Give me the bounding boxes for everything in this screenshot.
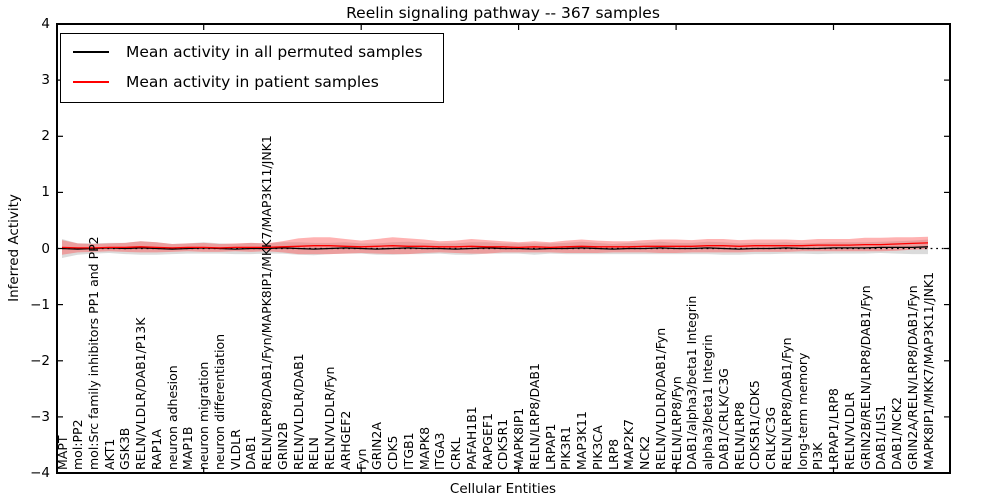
black-line-swatch-icon <box>73 51 109 53</box>
legend-label-permuted: Mean activity in all permuted samples <box>126 43 423 61</box>
x-tick-label: MAPT <box>54 435 70 470</box>
x-tick-label: CRKL <box>448 437 464 470</box>
x-tick-label: PIK3R1 <box>558 425 574 470</box>
x-tick-label: GRIN2B/RELN/LRP8/DAB1/Fyn <box>857 285 873 470</box>
x-tick-label: GRIN2B <box>274 422 290 470</box>
x-tick-label: RELN/LRP8/DAB1 <box>526 363 542 470</box>
y-tick-label: 2 <box>41 128 50 145</box>
x-tick-label: RELN/VLDLR/DAB1/P13K <box>133 317 149 470</box>
y-tick-label: −3 <box>30 408 50 425</box>
x-tick-label: alpha3/beta1 Integrin <box>700 334 716 470</box>
y-tick-label: 4 <box>41 16 50 32</box>
x-tick-label: DAB1/alpha3/beta1 Integrin <box>684 295 700 470</box>
red-line-swatch-icon <box>73 81 109 83</box>
x-tick-label: RELN/LRP8/DAB1/Fyn/MAPK8IP1/MKK7/MAP3K11… <box>259 135 275 470</box>
x-tick-label: CDK5R1/CDK5 <box>747 380 763 470</box>
x-tick-label: NCK2 <box>637 435 653 470</box>
x-tick-label: neuron differentiation <box>211 333 227 470</box>
legend-item-permuted: Mean activity in all permuted samples <box>73 39 423 65</box>
x-tick-label: neuron adhesion <box>164 365 180 470</box>
x-tick-label: PAFAH1B1 <box>463 406 479 470</box>
legend-label-patient: Mean activity in patient samples <box>126 73 379 91</box>
x-tick-label: LRPAP1 <box>542 423 558 470</box>
x-tick-label: DAB1/CRLK/C3G <box>715 368 731 470</box>
x-tick-label: PI3K <box>810 442 826 470</box>
chart-title: Reelin signaling pathway -- 367 samples <box>346 4 660 22</box>
x-tick-label: MAP1B <box>180 426 196 470</box>
x-tick-label: RELN/VLDLR <box>841 392 857 470</box>
x-tick-label: RELN <box>306 437 322 470</box>
x-tick-label: MAP2K7 <box>621 419 637 470</box>
x-tick-label: DAB1 <box>243 435 259 471</box>
x-tick-label: GRIN2A <box>369 422 385 470</box>
x-tick-label: DAB1/NCK2 <box>889 397 904 470</box>
x-tick-label: mol:PP2 <box>70 419 86 470</box>
patient-mean-line <box>61 242 929 249</box>
legend-item-patient: Mean activity in patient samples <box>73 69 423 95</box>
x-tick-label: RELN/VLDLR/Fyn <box>322 366 338 470</box>
x-tick-label: ITGB1 <box>400 432 416 470</box>
y-tick-label: 0 <box>41 240 50 257</box>
x-axis-label: Cellular Entities <box>449 481 557 497</box>
x-tick-label: ARHGEF2 <box>337 410 353 470</box>
y-tick-label: 1 <box>41 184 50 201</box>
x-tick-label: Fyn <box>353 448 369 470</box>
x-tick-label: AKT1 <box>101 438 117 470</box>
x-tick-label: CDK5R1 <box>495 418 511 470</box>
x-tick-label: GRIN2A/RELN/LRP8/DAB1/Fyn <box>904 285 920 470</box>
x-tick-label: CDK5 <box>385 435 401 470</box>
x-tick-label: RELN/VLDLR/DAB1/Fyn <box>652 327 668 470</box>
y-tick-label: −2 <box>30 352 50 369</box>
x-tick-label: RELN/VLDLR/DAB1 <box>290 353 306 470</box>
x-tick-label: DAB1/LIS1 <box>873 404 889 470</box>
x-tick-label: CRLK/C3G <box>763 406 779 470</box>
y-tick-label: 3 <box>41 72 50 89</box>
legend: Mean activity in all permuted samples Me… <box>60 33 444 103</box>
y-tick-label: −1 <box>30 296 50 313</box>
x-tick-label: MAPK8 <box>416 426 432 470</box>
y-tick-label: −4 <box>30 465 50 481</box>
x-tick-label: MAPK8IP1/MKK7/MAP3K11/JNK1 <box>920 271 936 470</box>
x-tick-label: mol:Src family inhibitors PP1 and PP2 <box>85 236 101 470</box>
x-tick-label: LRPAP1/LRP8 <box>826 388 842 470</box>
x-tick-label: MAPK8IP1 <box>511 407 527 470</box>
x-tick-label: MAP3K11 <box>574 411 590 470</box>
x-tick-label: LRP8 <box>605 438 621 470</box>
x-tick-label: RAP1A <box>148 429 164 470</box>
patient-std-band <box>62 236 928 255</box>
x-tick-label: VLDLR <box>227 429 243 470</box>
x-tick-label: neuron migration <box>196 361 212 470</box>
x-tick-label: RELN/LRP8/DAB1/Fyn <box>778 337 794 470</box>
x-tick-label: long-term memory <box>794 352 810 470</box>
x-tick-label: RELN/LRP8/Fyn <box>668 376 684 470</box>
x-tick-label: PIK3CA <box>589 425 605 470</box>
x-tick-label: ITGA3 <box>432 432 448 470</box>
x-tick-label: RAPGEF1 <box>479 413 495 470</box>
x-tick-label: GSK3B <box>117 427 133 470</box>
x-tick-label: RELN/LRP8 <box>731 401 747 470</box>
